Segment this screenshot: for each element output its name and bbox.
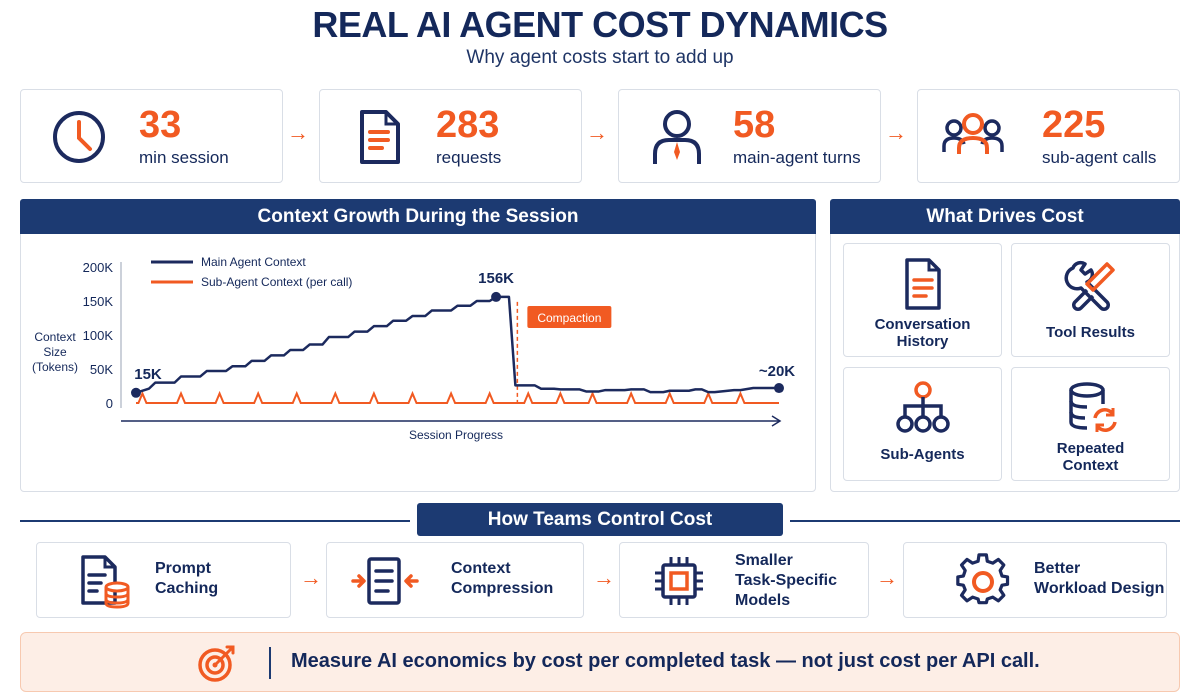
- control-label: Prompt Caching: [155, 560, 219, 597]
- y-tick-label: 50K: [90, 362, 113, 377]
- stat-card-session: 33 min session: [20, 89, 283, 183]
- y-axis-label: Size: [43, 345, 67, 359]
- y-tick-label: 200K: [83, 260, 114, 275]
- arrow-right-icon: →: [593, 565, 615, 590]
- arrow-right-icon: →: [876, 565, 898, 590]
- legend-label: Sub-Agent Context (per call): [201, 275, 352, 289]
- page-title: REAL AI AGENT COST DYNAMICS: [312, 4, 888, 45]
- driver-tool-results: Tool Results: [1011, 243, 1170, 357]
- control-workload-design: Better Workload Design: [903, 542, 1167, 618]
- arrow-right-icon: →: [885, 120, 907, 145]
- banner-text: Measure AI economics by cost per complet…: [291, 650, 1040, 672]
- page-subtitle: Why agent costs start to add up: [466, 47, 734, 68]
- hierarchy-icon: [895, 381, 950, 433]
- data-label: ~20K: [759, 363, 795, 380]
- stat-card-sub-agents: 225 sub-agent calls: [917, 89, 1180, 183]
- x-axis-arrow: [771, 415, 782, 427]
- data-point: [131, 387, 141, 398]
- driver-sub-agents: Sub-Agents: [843, 367, 1002, 481]
- arrow-right-icon: →: [300, 565, 322, 590]
- panel-title: Context Growth During the Session: [20, 199, 816, 234]
- compaction-label: Compaction: [537, 311, 601, 325]
- legend-label: Main Agent Context: [201, 255, 306, 269]
- y-tick-label: 150K: [83, 294, 114, 309]
- document-icon: [360, 110, 400, 164]
- sub-agent-line: [136, 390, 779, 404]
- takeaway-banner: Measure AI economics by cost per complet…: [20, 632, 1180, 692]
- stat-label: requests: [436, 148, 502, 167]
- driver-label: Repeated Context: [1056, 440, 1125, 474]
- stat-card-turns: 58 main-agent turns: [618, 89, 881, 183]
- stat-value: 58: [733, 104, 776, 146]
- data-label: 156K: [478, 270, 514, 287]
- data-point: [491, 291, 502, 302]
- person-icon: [653, 110, 701, 164]
- stat-label: min session: [139, 148, 229, 167]
- y-tick-label: 100K: [83, 328, 114, 343]
- x-axis-label: Session Progress: [409, 428, 503, 442]
- arrow-right-icon: →: [586, 120, 608, 145]
- stat-card-requests: 283 requests: [319, 89, 582, 183]
- main-agent-line: [135, 295, 779, 394]
- clock-icon: [53, 111, 105, 163]
- gear-icon: [956, 553, 1010, 605]
- control-context-compression: Context Compression: [326, 542, 584, 618]
- y-axis-label: Context: [34, 330, 76, 344]
- section-title: How Teams Control Cost: [417, 503, 783, 536]
- control-prompt-caching: Prompt Caching: [36, 542, 291, 618]
- driver-label: Tool Results: [1046, 324, 1135, 341]
- group-icon: [942, 113, 1004, 154]
- driver-label: Conversation History: [874, 316, 971, 350]
- target-icon: [198, 645, 235, 682]
- separator: [269, 647, 271, 679]
- document-database-icon: [81, 555, 130, 609]
- divider: [790, 520, 1180, 522]
- stat-label: main-agent turns: [733, 148, 861, 167]
- compaction-badge: [527, 306, 612, 328]
- stat-value: 33: [139, 104, 182, 146]
- control-label: Smaller Task-Specific Models: [735, 552, 837, 609]
- panel-title: What Drives Cost: [830, 199, 1180, 234]
- divider: [20, 520, 410, 522]
- stat-value: 283: [436, 104, 500, 146]
- context-growth-panel: Context Growth During the Session 0 50K 10…: [20, 199, 816, 492]
- drivers-panel: What Drives Cost Conversation History To…: [830, 199, 1180, 492]
- control-smaller-models: Smaller Task-Specific Models: [619, 542, 869, 618]
- stat-label: sub-agent calls: [1042, 148, 1157, 167]
- data-label: 15K: [134, 366, 162, 383]
- driver-conversation-history: Conversation History: [843, 243, 1002, 357]
- database-refresh-icon: [1068, 382, 1117, 432]
- y-axis-label: (Tokens): [32, 360, 78, 374]
- arrow-right-icon: →: [287, 120, 309, 145]
- tools-icon: [1063, 260, 1115, 311]
- y-tick-label: 0: [106, 396, 113, 411]
- data-point: [774, 383, 784, 394]
- document-icon: [904, 258, 941, 310]
- compress-icon: [351, 557, 419, 605]
- driver-repeated-context: Repeated Context: [1011, 367, 1170, 481]
- control-label: Context Compression: [451, 560, 554, 597]
- driver-label: Sub-Agents: [880, 446, 965, 463]
- control-label: Better Workload Design: [1034, 560, 1165, 597]
- chip-icon: [655, 557, 703, 605]
- stat-value: 225: [1042, 104, 1106, 146]
